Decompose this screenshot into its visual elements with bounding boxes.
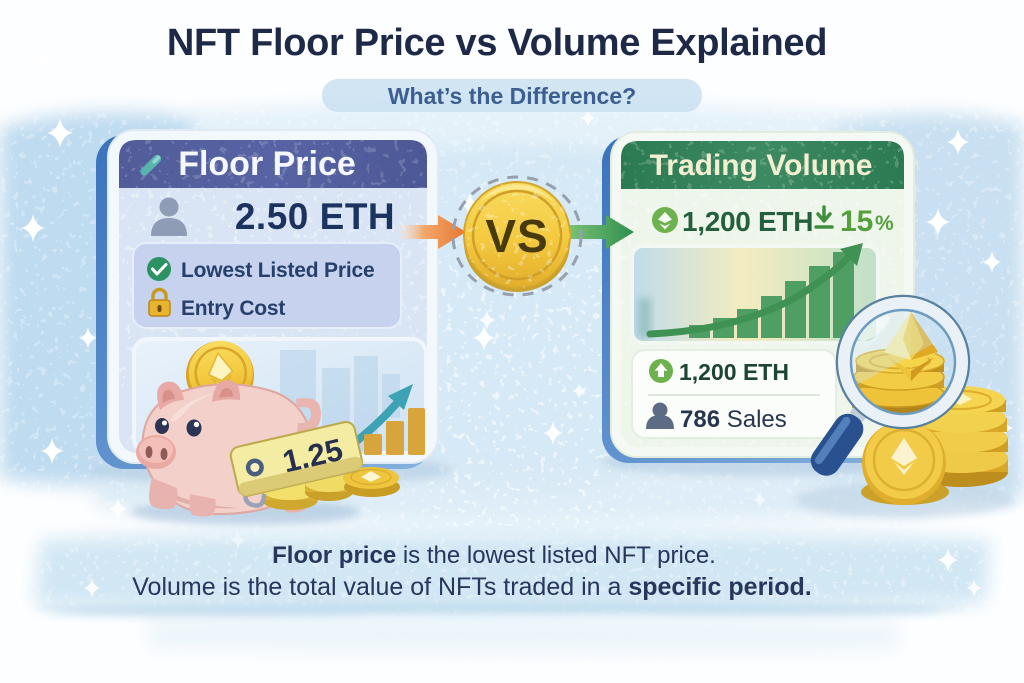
svg-text:Floor Price: Floor Price: [178, 145, 356, 183]
svg-text:Trading Volume: Trading Volume: [650, 149, 873, 182]
svg-text:1,200 ETH: 1,200 ETH: [679, 359, 789, 385]
svg-text:What’s the Difference?: What’s the Difference?: [388, 83, 636, 109]
svg-text:Lowest Listed Price: Lowest Listed Price: [181, 259, 374, 282]
svg-text:Volume is the total value of N: Volume is the total value of NFTs traded…: [132, 573, 811, 601]
svg-text:1,200 ETH: 1,200 ETH: [682, 206, 813, 237]
svg-text:VS: VS: [485, 210, 548, 262]
svg-text:Entry Cost: Entry Cost: [181, 297, 285, 320]
svg-text:NFT Floor Price vs Volume Expl: NFT Floor Price vs Volume Explained: [167, 22, 827, 64]
svg-text:Floor price is the lowest list: Floor price is the lowest listed NFT pri…: [272, 542, 716, 569]
svg-text:2.50 ETH: 2.50 ETH: [235, 196, 395, 237]
svg-text:786 Sales: 786 Sales: [680, 406, 787, 433]
svg-text:%: %: [875, 212, 894, 235]
svg-text:15: 15: [840, 205, 873, 238]
